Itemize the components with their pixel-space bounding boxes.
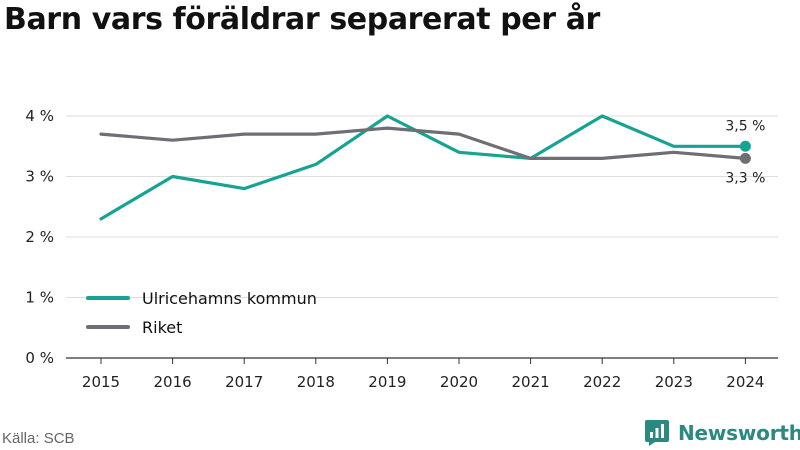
x-tick-label: 2016 (154, 373, 192, 391)
x-axis: 2015 2016 2017 2018 2019 2020 2021 2022 2023 2024 (82, 358, 764, 391)
series-end-point-ulricehamn (739, 140, 751, 152)
x-tick-label: 2015 (82, 373, 120, 391)
series-lines (99, 114, 751, 221)
y-axis: 0 % 1 % 2 % 3 % 4 % (25, 107, 54, 367)
legend-label: Ulricehamns kommun (142, 289, 317, 308)
x-tick-label: 2017 (225, 373, 263, 391)
series-end-point-riket (739, 152, 751, 164)
y-tick-label: 2 % (25, 228, 54, 246)
x-tick-label: 2018 (297, 373, 335, 391)
x-tick-label: 2020 (440, 373, 478, 391)
x-tick-label: 2019 (368, 373, 406, 391)
chart-title: Barn vars föräldrar separerat per år (4, 2, 600, 37)
legend-label: Riket (142, 318, 182, 337)
gridlines (66, 115, 778, 359)
x-tick-label: 2024 (726, 373, 764, 391)
source-note: Källa: SCB (2, 430, 75, 447)
end-value-label: 3,5 % (725, 118, 765, 134)
brand-logo[interactable]: Newsworthy (644, 419, 800, 447)
series-line-riket (99, 126, 748, 160)
x-tick-label: 2023 (655, 373, 693, 391)
brand-name: Newsworthy (678, 421, 800, 445)
end-value-label: 3,3 % (725, 170, 765, 186)
newsworthy-logo-icon (645, 420, 669, 446)
y-tick-label: 3 % (25, 168, 54, 186)
end-labels: 3,5 % 3,3 % (725, 118, 765, 186)
series-line-ulricehamn (99, 114, 748, 221)
y-tick-label: 0 % (25, 349, 54, 367)
x-tick-label: 2022 (583, 373, 621, 391)
y-tick-label: 4 % (25, 107, 54, 125)
legend: Ulricehamns kommun Riket (86, 289, 317, 337)
x-tick-label: 2021 (512, 373, 550, 391)
y-tick-label: 1 % (25, 289, 54, 307)
